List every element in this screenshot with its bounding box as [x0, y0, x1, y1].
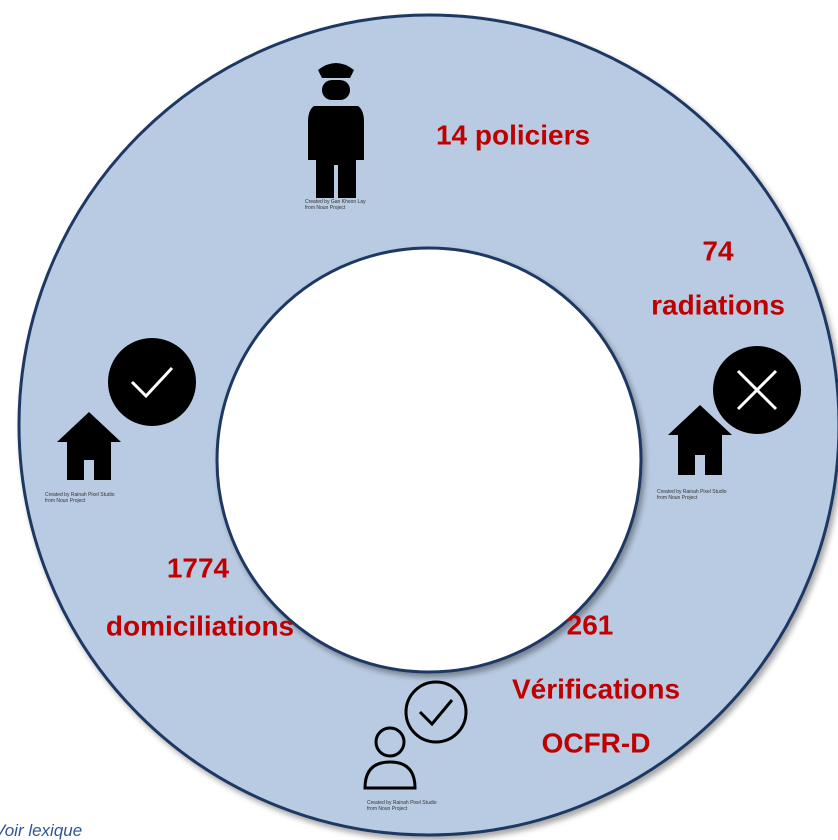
domiciliations-count: 1774: [167, 552, 230, 583]
radiations-label: radiations: [651, 289, 785, 320]
house-x-icon: [668, 346, 801, 475]
credit: Created by Rainah Pixel Studio: [367, 800, 437, 806]
police-count: 14 policiers: [436, 119, 590, 150]
verifications-label: OCFR-D: [542, 727, 651, 758]
credit: Created by Gan Khoon Lay: [305, 199, 366, 205]
credit: Created by Rainah Pixel Studio: [45, 492, 115, 498]
credit: Created by Rainah Pixel Studio: [657, 489, 727, 495]
house-check-icon: [57, 338, 196, 480]
domiciliations-label: domiciliations: [106, 610, 294, 641]
police-icon: [308, 63, 364, 198]
credit: from Noun Project: [305, 205, 346, 211]
lexicon-link[interactable]: Voir lexique: [0, 821, 82, 840]
credit: from Noun Project: [45, 498, 86, 504]
verifications-count: 261: [567, 609, 614, 640]
inner-circle: [215, 246, 643, 674]
radiations-count: 74: [702, 235, 734, 266]
person-check-icon: [363, 680, 468, 790]
credit: from Noun Project: [657, 495, 698, 501]
credit: from Noun Project: [367, 806, 408, 812]
verifications-label: Vérifications: [512, 673, 680, 704]
